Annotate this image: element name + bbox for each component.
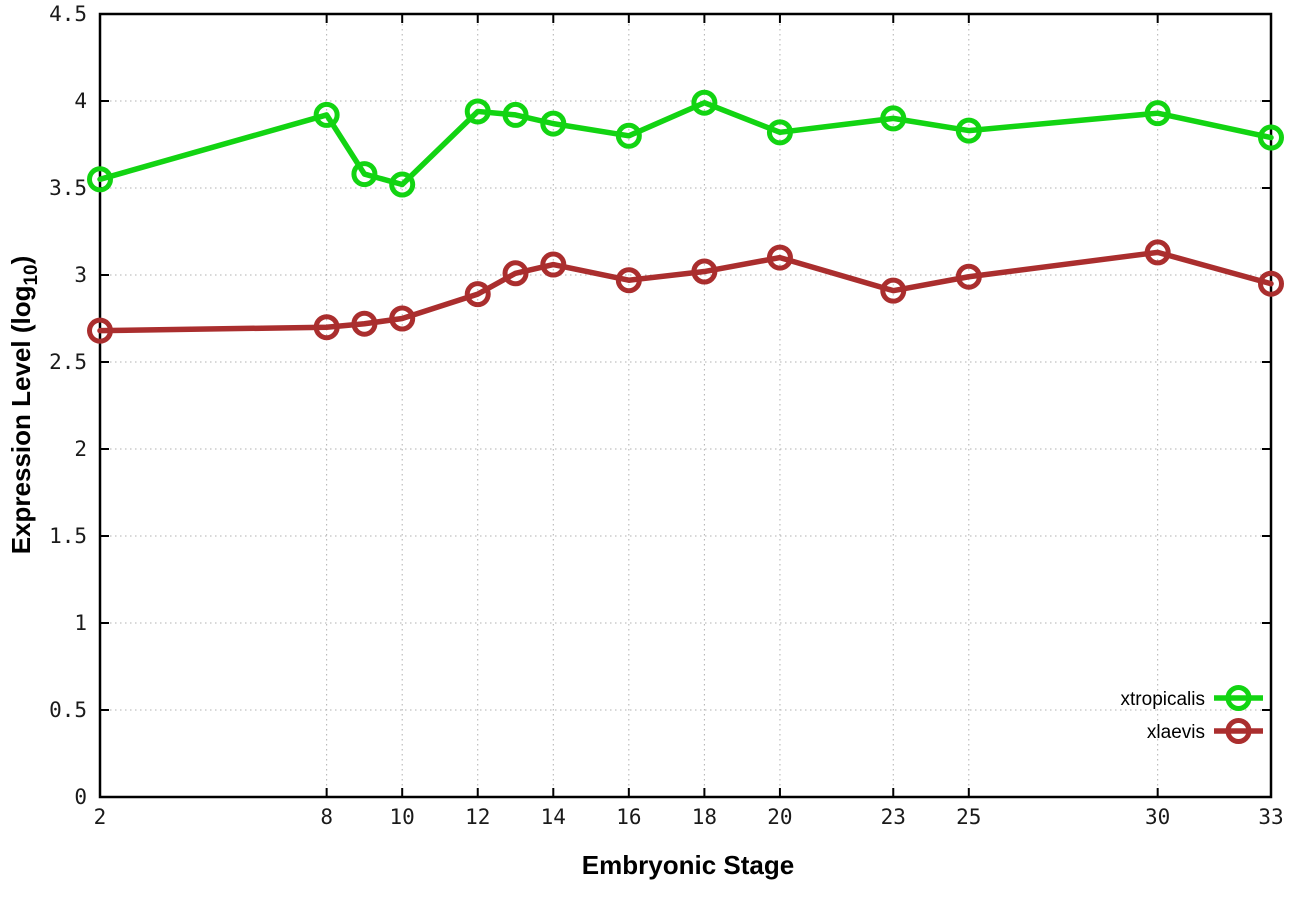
x-tick-label: 30	[1145, 805, 1170, 829]
y-tick-label: 3.5	[49, 176, 87, 200]
y-tick-label: 1	[74, 611, 87, 635]
x-tick-label: 10	[390, 805, 415, 829]
x-tick-label: 33	[1258, 805, 1283, 829]
y-tick-label: 0.5	[49, 698, 87, 722]
marker-xlaevis	[691, 258, 718, 285]
marker-xlaevis	[1144, 239, 1171, 266]
marker-xtropicalis	[880, 105, 907, 132]
marker-xlaevis	[502, 260, 529, 287]
marker-xtropicalis	[389, 171, 416, 198]
legend-label-xtropicalis: xtropicalis	[1121, 689, 1205, 710]
y-tick-label: 3	[74, 263, 87, 287]
marker-xtropicalis	[351, 161, 378, 188]
marker-xtropicalis	[313, 101, 340, 128]
y-tick-label: 0	[74, 785, 87, 809]
x-axis-title: Embryonic Stage	[582, 850, 794, 880]
y-tick-label: 4	[74, 89, 87, 113]
plot-border	[98, 12, 1273, 799]
marker-xlaevis	[540, 251, 567, 278]
marker-xlaevis	[880, 277, 907, 304]
marker-xtropicalis	[464, 98, 491, 125]
marker-xtropicalis	[1144, 100, 1171, 127]
y-tick-label: 2.5	[49, 350, 87, 374]
x-tick-label: 12	[465, 805, 490, 829]
marker-xlaevis	[464, 281, 491, 308]
x-tick-label: 23	[881, 805, 906, 829]
marker-xlaevis	[955, 263, 982, 290]
marker-xtropicalis	[502, 101, 529, 128]
marker-xtropicalis	[540, 110, 567, 137]
marker-xtropicalis	[615, 122, 642, 149]
marker-xtropicalis	[1258, 124, 1284, 151]
x-tick-label: 14	[541, 805, 566, 829]
legend-marker-xtropicalis	[1225, 685, 1252, 711]
legend-marker-xlaevis	[1225, 718, 1252, 744]
marker-xlaevis	[615, 267, 642, 294]
marker-xlaevis	[87, 317, 113, 344]
series-line-xtropicalis	[97, 99, 1274, 188]
legend-label-xlaevis: xlaevis	[1147, 722, 1205, 743]
marker-xtropicalis	[955, 117, 982, 144]
y-tick-label: 1.5	[49, 524, 87, 548]
marker-xlaevis	[389, 305, 416, 332]
x-tick-label: 25	[956, 805, 981, 829]
marker-xtropicalis	[766, 119, 793, 146]
marker-xtropicalis	[691, 89, 718, 116]
marker-xlaevis	[313, 314, 340, 341]
y-tick-label: 2	[74, 437, 87, 461]
series-line-xlaevis	[97, 249, 1274, 334]
y-axis-title: Expression Level (log10)	[6, 256, 42, 555]
marker-xtropicalis	[87, 166, 113, 193]
x-tick-label: 16	[616, 805, 641, 829]
y-tick-label: 4.5	[49, 2, 87, 26]
x-tick-label: 8	[320, 805, 333, 829]
x-tick-label: 2	[94, 805, 107, 829]
marker-xlaevis	[766, 244, 793, 271]
x-tick-label: 20	[767, 805, 792, 829]
x-tick-label: 18	[692, 805, 717, 829]
marker-xlaevis	[351, 310, 378, 337]
plot-area: 2 8 10 12 14 16 18 20 23 25 30 33 0 0.5 1 1.5 2 2.5 3 3.5 4 4…	[49, 2, 1284, 829]
marker-xlaevis	[1258, 270, 1284, 297]
